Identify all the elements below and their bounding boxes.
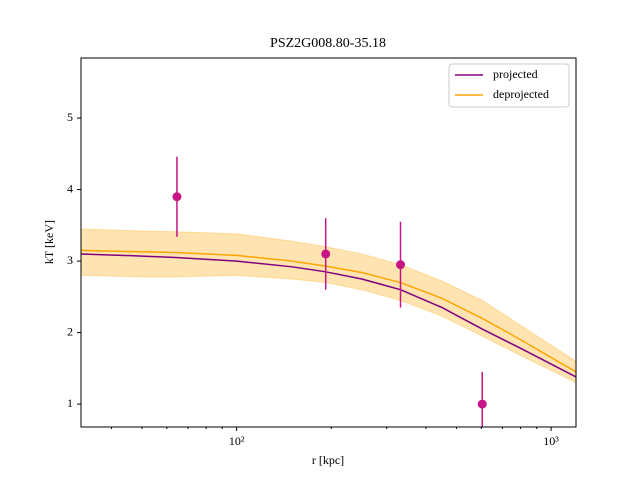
legend-label: deprojected — [493, 87, 549, 101]
chart-title: PSZ2G008.80-35.18 — [270, 36, 386, 51]
y-tick-label: 1 — [67, 396, 73, 410]
y-tick-label: 4 — [67, 181, 73, 195]
y-tick-label: 3 — [67, 253, 73, 267]
y-tick-label: 5 — [67, 110, 73, 124]
plot-frame — [80, 57, 577, 428]
data-point — [172, 192, 182, 202]
legend-label: projected — [493, 67, 538, 81]
y-tick-label: 2 — [67, 324, 73, 338]
line — [80, 249, 577, 373]
data-point — [396, 260, 406, 270]
y-axis-label: kT [keV] — [42, 220, 56, 264]
x-tick-label: 10² — [229, 434, 245, 448]
x-tick-label: 10³ — [543, 434, 559, 448]
data-point — [477, 399, 487, 409]
line — [80, 253, 577, 378]
x-axis-label: r [kpc] — [312, 453, 344, 467]
data-point — [321, 249, 331, 259]
